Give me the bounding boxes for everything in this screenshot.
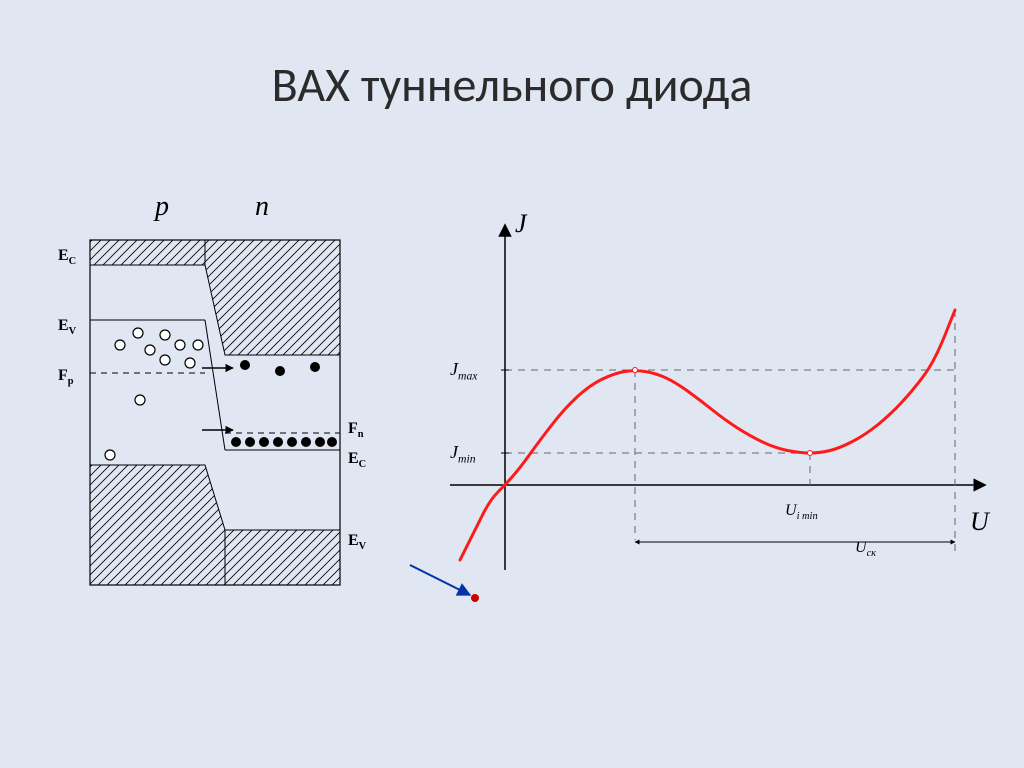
Fp-label: Fp [58, 367, 74, 387]
valence-hatch [90, 465, 340, 585]
Jmin-label: Jmin [450, 442, 476, 466]
Uimin-label: Ui min [785, 502, 818, 522]
hole-6 [185, 358, 195, 368]
hole-5 [175, 340, 185, 350]
electron-2 [310, 362, 320, 372]
p-top-band [90, 240, 205, 265]
U-axis-label: U [970, 507, 991, 536]
Ev-left: EV [58, 317, 77, 337]
hole-0 [115, 340, 125, 350]
hole-7 [193, 340, 203, 350]
hole-1 [133, 328, 143, 338]
electron-10 [327, 437, 337, 447]
Fn-label: Fn [348, 420, 364, 440]
Ev-right: EV [348, 532, 367, 552]
electron-6 [273, 437, 283, 447]
hole-4 [160, 355, 170, 365]
hole-8 [135, 395, 145, 405]
p-label: p [153, 191, 169, 222]
hole-2 [145, 345, 155, 355]
page-title: ВАХ туннельного диода [0, 55, 1024, 114]
electron-0 [240, 360, 250, 370]
n-label: n [255, 191, 269, 222]
electron-7 [287, 437, 297, 447]
Ec-right: EC [348, 450, 366, 470]
hole-9 [105, 450, 115, 460]
Jmax-label: Jmax [450, 359, 478, 383]
electron-5 [259, 437, 269, 447]
J-axis-label: J [515, 210, 528, 238]
n-conduction-hatch [205, 240, 340, 355]
electron-8 [301, 437, 311, 447]
peak-marker [633, 368, 638, 373]
Ec-left: EC [58, 247, 76, 267]
electron-4 [245, 437, 255, 447]
iv-chart: JUJmaxJminUi minUск [410, 210, 1010, 630]
electron-9 [315, 437, 325, 447]
electron-3 [231, 437, 241, 447]
hole-3 [160, 330, 170, 340]
valley-marker [808, 451, 813, 456]
iv-curve [460, 310, 955, 560]
electron-1 [275, 366, 285, 376]
